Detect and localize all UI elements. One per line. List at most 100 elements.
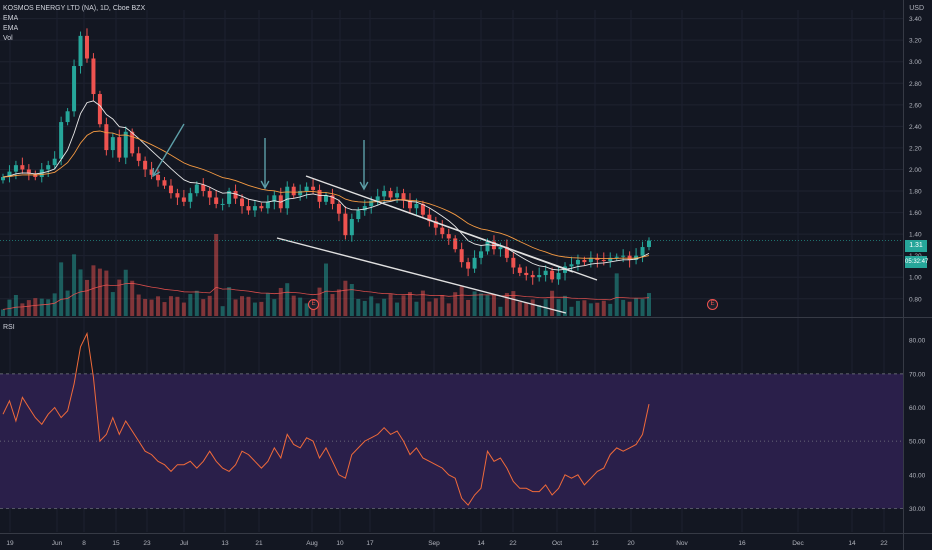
rsi-tick-label: 80.00 (909, 338, 926, 345)
volume-bar (343, 280, 348, 316)
time-tick-label: Aug (306, 540, 318, 547)
volume-ma-line (2, 282, 650, 310)
candle-body (375, 196, 380, 201)
candle-body (26, 169, 31, 174)
rsi-tick-label: 70.00 (909, 371, 926, 378)
candle-body (498, 247, 503, 250)
candle-body (440, 227, 445, 235)
price-tick-label: 1.80 (909, 189, 922, 196)
candle-body (59, 122, 64, 159)
time-tick-label: Jul (180, 540, 189, 547)
rsi-line (2, 331, 650, 506)
volume-bar (420, 290, 425, 316)
ema-fast-label: EMA (3, 15, 19, 22)
volume-bar (117, 279, 122, 316)
price-tick-label: 3.20 (909, 38, 922, 45)
candle-body (640, 247, 645, 256)
volume-bar (240, 296, 245, 316)
volume-bar (272, 299, 277, 316)
candle-body (336, 203, 341, 214)
candle-body (201, 184, 206, 192)
volume-bar (46, 299, 51, 316)
candle-body (407, 200, 412, 209)
candle-body (72, 66, 77, 112)
candle-body (511, 257, 516, 268)
trendline (389, 205, 574, 273)
volume-bar (246, 296, 251, 316)
candle-body (168, 185, 173, 194)
price-tick-label: 2.20 (909, 145, 922, 152)
volume-bar (537, 305, 542, 316)
volume-bar (72, 254, 77, 316)
volume-bar (446, 303, 451, 316)
volume-bar (84, 279, 89, 316)
candle-body (214, 197, 219, 204)
volume-bar (575, 300, 580, 316)
candle-body (188, 193, 193, 202)
time-tick-label: 14 (477, 540, 485, 547)
candle-body (52, 158, 57, 166)
volume-bar (207, 295, 212, 316)
candle-body (0, 177, 6, 181)
volume-bar (149, 299, 154, 316)
rsi-tick-label: 60.00 (909, 405, 926, 412)
time-tick-label: Nov (676, 540, 688, 547)
price-tick-label: 2.40 (909, 124, 922, 131)
candle-body (614, 256, 619, 258)
volume-bar (634, 298, 639, 316)
volume-bar (640, 298, 645, 316)
candle-body (369, 200, 374, 207)
volume-bar (291, 295, 296, 316)
volume-bar (110, 292, 115, 316)
volume-bar (356, 298, 361, 316)
candle-body (65, 111, 70, 123)
time-tick-label: 20 (627, 540, 635, 547)
volume-bar (143, 298, 148, 316)
volume-bar (317, 287, 322, 316)
candle-body (330, 195, 335, 204)
volume-bar (563, 295, 568, 316)
candle-body (291, 186, 296, 196)
candle-body (272, 195, 277, 202)
volume-bar (459, 286, 464, 316)
rsi-band (0, 373, 903, 509)
candle-body (252, 206, 257, 211)
candle-body (601, 259, 606, 262)
candle-body (453, 238, 458, 250)
volume-bar (181, 302, 186, 316)
volume-bar (278, 287, 283, 316)
time-tick-label: Oct (552, 540, 562, 547)
candle-body (311, 186, 316, 190)
volume-bar (59, 262, 64, 316)
earnings-marker[interactable]: E (308, 299, 319, 310)
volume-bar (91, 265, 96, 316)
candle-body (582, 259, 587, 263)
volume-bar (530, 299, 535, 316)
price-tick-label: 1.60 (909, 210, 922, 217)
volume-bar (433, 298, 438, 316)
candle-body (382, 191, 387, 197)
volume-bar (349, 284, 354, 316)
earnings-marker-upcoming[interactable]: E (707, 299, 718, 310)
candle-body (110, 137, 115, 151)
candle-body (323, 195, 329, 202)
candle-body (485, 241, 490, 252)
volume-bar (375, 303, 380, 316)
candle-body (123, 131, 128, 158)
time-tick-label: 15 (112, 540, 120, 547)
time-tick-label: 16 (738, 540, 746, 547)
candle-body (446, 234, 451, 239)
candle-body (130, 131, 135, 154)
symbol-title: KOSMOS ENERGY LTD (NA), 1D, Cboe BZX (3, 5, 146, 12)
candle-body (304, 186, 309, 192)
candle-body (479, 251, 484, 258)
volume-bar (136, 294, 141, 316)
candle-body (194, 184, 199, 194)
candle-body (207, 191, 212, 198)
candle-body (317, 189, 322, 202)
time-tick-label: 22 (880, 540, 888, 547)
volume-bar (65, 290, 70, 316)
volume-bar (252, 302, 257, 316)
volume-bar (265, 293, 270, 316)
